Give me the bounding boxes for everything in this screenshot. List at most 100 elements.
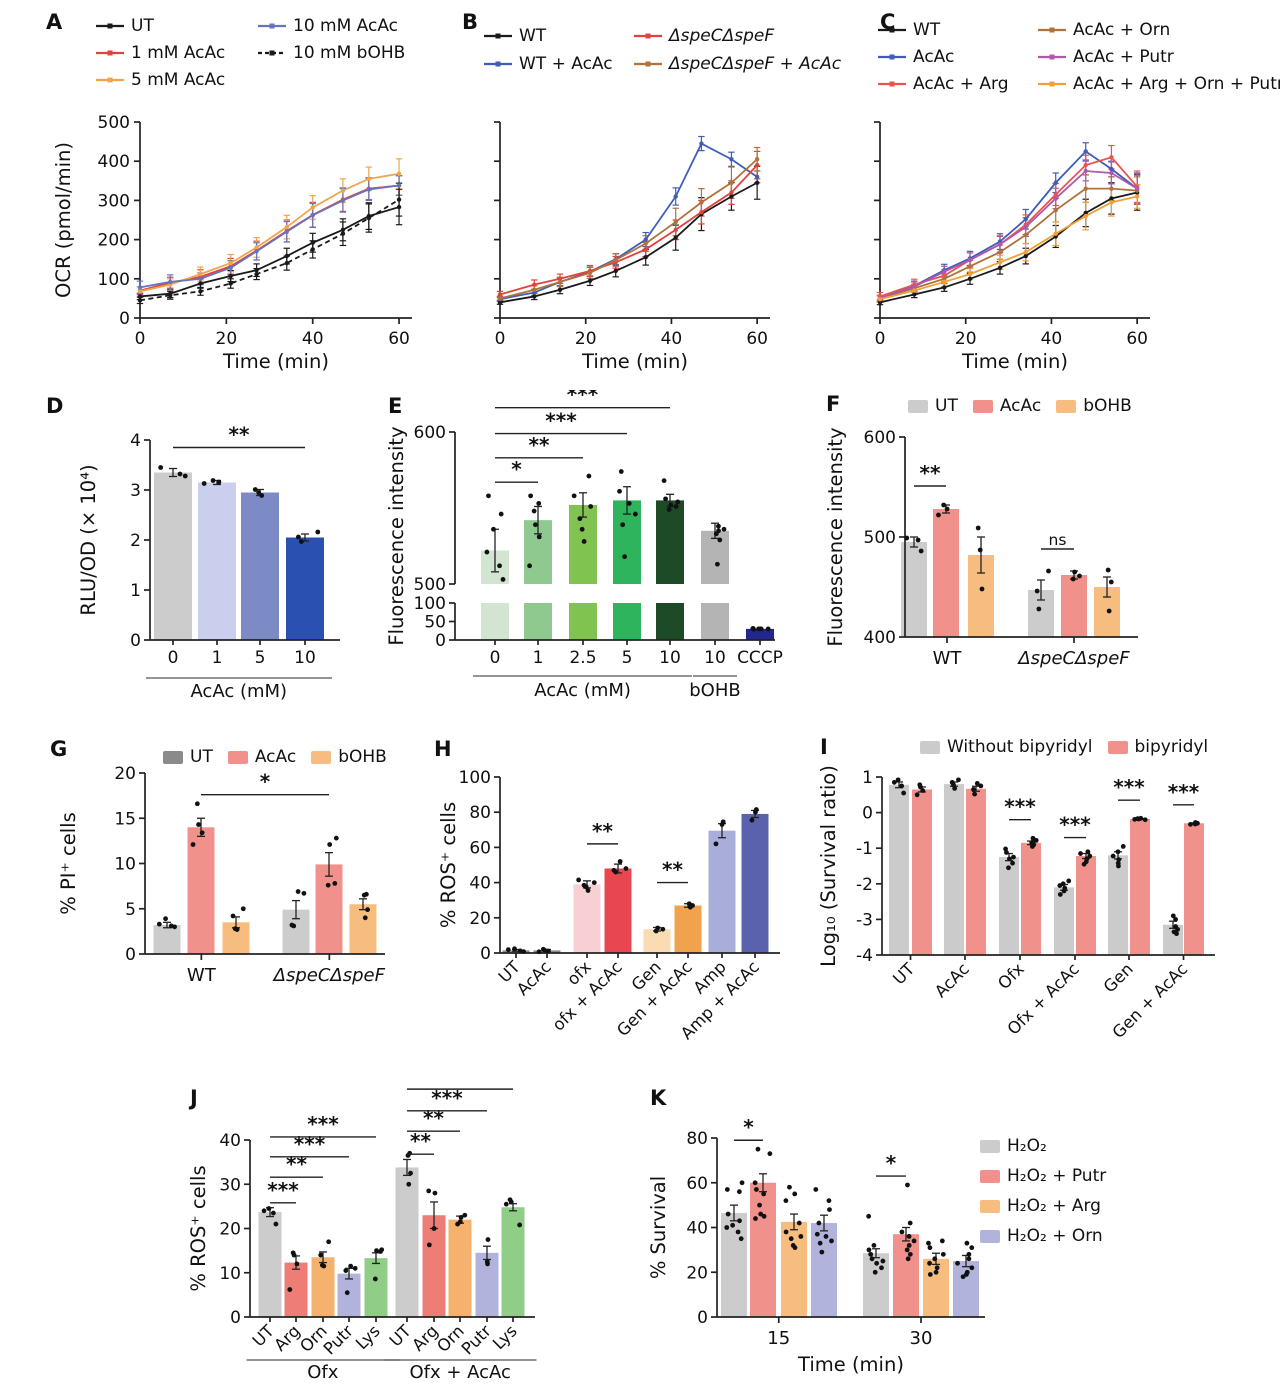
svg-text:60: 60 xyxy=(1126,329,1148,349)
svg-text:0: 0 xyxy=(135,329,146,349)
svg-text:***: *** xyxy=(1004,795,1036,819)
panel-K: K 0 20 40 60 80 15 30 Time (min)% Survival * * H₂… xyxy=(645,1080,1280,1400)
svg-text:AcAc (mM): AcAc (mM) xyxy=(534,680,631,701)
svg-text:0: 0 xyxy=(435,631,446,651)
svg-text:% ROS⁺ cells: % ROS⁺ cells xyxy=(187,1165,210,1291)
panel-A: A 0 100 200 300 400 500 0 20 40 60 Time (min) OCR (… xyxy=(40,8,445,380)
panel-G: G 0 5 10 15 20 WT ΔspeCΔspeF% PI⁺ cells * UT AcA… xyxy=(45,735,430,1075)
svg-text:Fluorescence intensity: Fluorescence intensity xyxy=(385,426,408,645)
svg-text:***: *** xyxy=(307,1112,339,1136)
svg-text:4: 4 xyxy=(130,431,141,451)
svg-text:500: 500 xyxy=(98,113,130,133)
svg-text:15: 15 xyxy=(767,1328,790,1349)
svg-text:0: 0 xyxy=(125,945,136,965)
svg-text:1: 1 xyxy=(862,768,873,788)
svg-text:WT: WT xyxy=(187,965,217,986)
panel-I: I 1 0 -1 -2 -3 -4 UT AcAc Ofx Ofx + AcAc Gen Gen + … xyxy=(815,735,1280,1090)
svg-text:-1: -1 xyxy=(856,839,873,859)
svg-text:15: 15 xyxy=(114,809,136,829)
panel-letter-G: G xyxy=(50,737,68,761)
svg-text:Ofx: Ofx xyxy=(307,1362,339,1383)
svg-text:100: 100 xyxy=(459,768,491,788)
panel-F: F 400 500 600 WT ΔspeCΔspeF Fluorescence inte… xyxy=(820,390,1280,730)
svg-text:Ofx: Ofx xyxy=(994,959,1028,993)
svg-text:600: 600 xyxy=(414,423,446,443)
svg-text:AcAc (mM): AcAc (mM) xyxy=(190,681,287,702)
panel-letter-I: I xyxy=(820,735,828,759)
svg-text:***: *** xyxy=(294,1132,326,1156)
svg-text:***: *** xyxy=(545,409,577,433)
svg-text:Time (min): Time (min) xyxy=(961,350,1068,373)
svg-text:0: 0 xyxy=(490,648,501,668)
svg-text:Time (min): Time (min) xyxy=(797,1353,904,1376)
svg-text:*: * xyxy=(511,457,522,481)
svg-text:AcAc: AcAc xyxy=(931,959,973,1001)
svg-text:100: 100 xyxy=(98,270,130,290)
svg-text:3: 3 xyxy=(130,481,141,501)
svg-text:WT: WT xyxy=(933,648,963,669)
svg-text:20: 20 xyxy=(575,329,597,349)
svg-text:0: 0 xyxy=(230,1308,241,1328)
svg-text:2.5: 2.5 xyxy=(569,648,596,668)
svg-text:bOHB: bOHB xyxy=(689,680,740,701)
svg-text:1: 1 xyxy=(212,648,223,668)
svg-text:40: 40 xyxy=(686,1219,708,1239)
svg-text:60: 60 xyxy=(469,838,491,858)
svg-text:40: 40 xyxy=(1041,329,1063,349)
svg-text:**: ** xyxy=(229,423,250,447)
svg-text:**: ** xyxy=(423,1106,444,1130)
svg-text:***: *** xyxy=(567,390,599,407)
svg-text:Time (min): Time (min) xyxy=(581,350,688,373)
svg-text:500: 500 xyxy=(414,575,446,595)
panel-C: C 0 20 40 60 Time (min) WT AcAc AcAc + Arg AcAc… xyxy=(865,8,1280,380)
svg-text:5: 5 xyxy=(255,648,266,668)
svg-text:50: 50 xyxy=(424,613,446,633)
svg-text:10: 10 xyxy=(659,648,681,668)
panel-letter-H: H xyxy=(434,737,452,761)
svg-text:0: 0 xyxy=(697,1308,708,1328)
svg-text:1: 1 xyxy=(130,581,141,601)
svg-text:***: *** xyxy=(1168,780,1200,804)
svg-text:2: 2 xyxy=(130,531,141,551)
svg-text:Lys: Lys xyxy=(489,1321,521,1353)
svg-text:Arg: Arg xyxy=(270,1321,303,1354)
svg-text:*: * xyxy=(260,770,271,794)
svg-text:% ROS⁺ cells: % ROS⁺ cells xyxy=(437,802,460,928)
svg-text:1: 1 xyxy=(533,648,544,668)
svg-text:20: 20 xyxy=(955,329,977,349)
svg-text:400: 400 xyxy=(864,628,896,648)
svg-text:400: 400 xyxy=(98,152,130,172)
svg-text:*: * xyxy=(743,1115,754,1139)
panel-F-chart: 400 500 600 WT ΔspeCΔspeF Fluorescence intens… xyxy=(824,427,1138,669)
panel-B-chart: 0 20 40 60 Time (min) xyxy=(494,121,770,373)
svg-text:600: 600 xyxy=(864,428,896,448)
svg-text:60: 60 xyxy=(686,1174,708,1194)
svg-text:300: 300 xyxy=(98,191,130,211)
svg-text:20: 20 xyxy=(469,909,491,929)
panel-C-chart: 0 20 40 60 Time (min) xyxy=(874,121,1150,373)
svg-text:10: 10 xyxy=(294,648,316,668)
svg-text:-3: -3 xyxy=(856,910,873,930)
svg-text:5: 5 xyxy=(125,900,136,920)
svg-text:80: 80 xyxy=(686,1129,708,1149)
panel-D-chart: 0 1 2 3 4 0 1 5 10 AcAc (mM) RLU/OD (× 10⁴) ** xyxy=(77,423,340,702)
svg-text:Lys: Lys xyxy=(352,1321,384,1353)
svg-text:0: 0 xyxy=(862,804,873,824)
svg-text:% PI⁺ cells: % PI⁺ cells xyxy=(57,812,80,914)
svg-text:0: 0 xyxy=(119,309,130,329)
svg-text:40: 40 xyxy=(469,874,491,894)
svg-text:ΔspeCΔspeF: ΔspeCΔspeF xyxy=(272,965,386,986)
panel-letter-E: E xyxy=(388,394,403,418)
svg-text:**: ** xyxy=(529,433,550,457)
svg-text:0: 0 xyxy=(495,329,506,349)
svg-text:20: 20 xyxy=(686,1263,708,1283)
svg-text:Time (min): Time (min) xyxy=(222,350,329,373)
svg-text:20: 20 xyxy=(216,329,238,349)
svg-text:40: 40 xyxy=(219,1131,241,1151)
svg-text:0: 0 xyxy=(130,631,141,651)
svg-text:**: ** xyxy=(592,819,613,843)
